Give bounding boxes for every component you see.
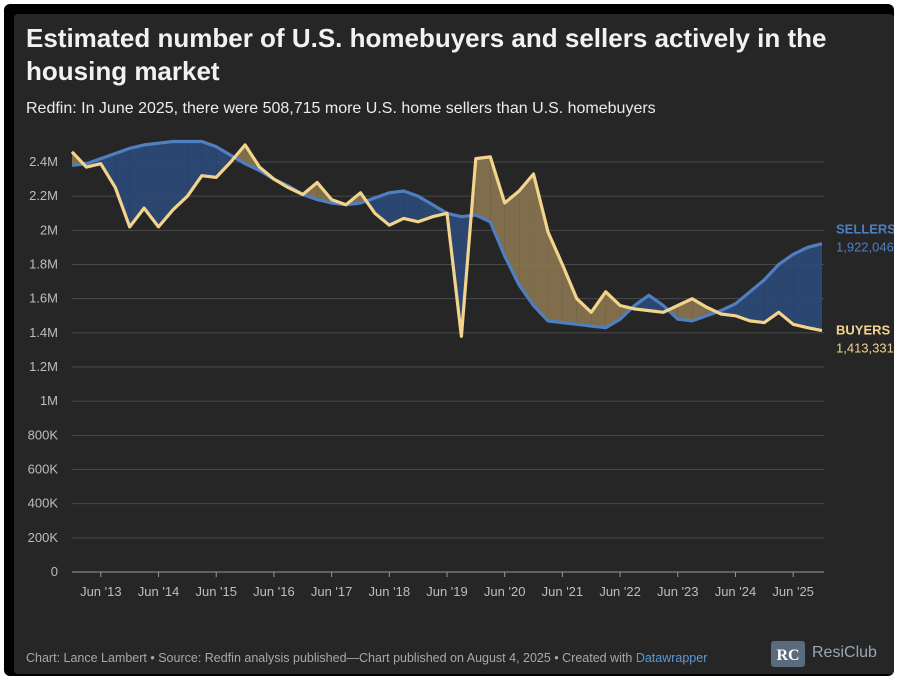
y-tick-label: 600K — [28, 462, 59, 477]
gap-area-segment — [591, 291, 606, 328]
gap-area-segment — [490, 156, 505, 256]
y-tick-label: 200K — [28, 530, 59, 545]
gap-area-segment — [519, 173, 534, 306]
x-tick-label: Jun '21 — [542, 584, 584, 599]
x-tick-label: Jun '18 — [369, 584, 411, 599]
resiclub-logo-icon: RC — [771, 641, 805, 667]
sellers-series-name: SELLERS — [836, 222, 894, 237]
chart-subtitle: Redfin: In June 2025, there were 508,715… — [26, 100, 656, 117]
x-tick-label: Jun '14 — [138, 584, 180, 599]
gap-area-segment — [547, 232, 563, 323]
gap-area-segment — [115, 148, 130, 227]
buyers-end-value: 1,413,331 — [836, 341, 894, 356]
x-tick-label: Jun '13 — [80, 584, 122, 599]
gap-area-segment — [576, 298, 592, 326]
y-tick-label: 1M — [40, 393, 58, 408]
gap-area-segment — [158, 141, 173, 227]
datawrapper-link[interactable]: Datawrapper — [635, 651, 708, 665]
gap-area-segment — [793, 247, 808, 328]
chart-panel: Estimated number of U.S. homebuyers and … — [14, 14, 894, 674]
y-tick-label: 1.8M — [29, 257, 58, 272]
gap-area-segment — [403, 191, 419, 222]
gap-area-segment — [764, 264, 779, 323]
x-tick-label: Jun '25 — [772, 584, 814, 599]
sellers-end-value: 1,922,046 — [836, 240, 894, 255]
gap-area-segment — [778, 254, 794, 325]
gap-area-segment — [389, 191, 404, 226]
area-chart: 0 200K 400K 600K 800K 1M 1.2M 1.4M 1.6M 1.8M 2M 2.2… — [28, 139, 894, 599]
x-tick-label: Jun '20 — [484, 584, 526, 599]
x-tick-label: Jun '23 — [657, 584, 699, 599]
y-tick-label: 1.6M — [29, 291, 58, 306]
y-tick-label: 0 — [51, 564, 58, 579]
gap-area-segment — [144, 143, 159, 227]
resiclub-logo-text: RC — [776, 647, 799, 664]
gap-area-segment — [807, 243, 822, 331]
x-tick-label: Jun '22 — [599, 584, 641, 599]
chart-title: Estimated number of U.S. homebuyers and … — [26, 23, 827, 86]
gap-area-segment — [129, 144, 145, 227]
x-tick-label: Jun '17 — [311, 584, 353, 599]
y-tick-label: 1.2M — [29, 359, 58, 374]
x-tick-label: Jun '19 — [426, 584, 468, 599]
gap-area-segment — [605, 291, 621, 328]
gap-area-segment — [201, 141, 217, 178]
chart-footer: Chart: Lance Lambert • Source: Redfin an… — [26, 651, 707, 665]
y-tick-label: 2.4M — [29, 154, 58, 169]
gap-area-segment — [562, 264, 577, 325]
y-tick-label: 2.2M — [29, 188, 58, 203]
x-tick-label: Jun '16 — [253, 584, 295, 599]
buyers-series-name: BUYERS — [836, 323, 891, 338]
y-tick-label: 2M — [40, 222, 58, 237]
brand-name: ResiClub — [812, 644, 877, 661]
gap-area-segment — [533, 173, 548, 321]
gap-area-segment — [187, 141, 202, 197]
gap-area-segment — [692, 298, 707, 321]
footer-credit: Chart: Lance Lambert • Source: Redfin an… — [26, 651, 636, 665]
y-tick-label: 800K — [28, 427, 59, 442]
gap-area-segment — [374, 192, 390, 226]
gap-area-segment — [475, 156, 491, 222]
x-tick-label: Jun '24 — [715, 584, 757, 599]
x-tick-label: Jun '15 — [195, 584, 237, 599]
y-tick-label: 400K — [28, 496, 59, 511]
resiclub-brand: RC ResiClub — [770, 638, 877, 668]
buyers-line — [70, 143, 823, 338]
gap-area-segment — [172, 141, 188, 210]
y-tick-label: 1.4M — [29, 325, 58, 340]
gap-area-segment — [735, 291, 750, 321]
chart-frame: Estimated number of U.S. homebuyers and … — [4, 4, 894, 676]
